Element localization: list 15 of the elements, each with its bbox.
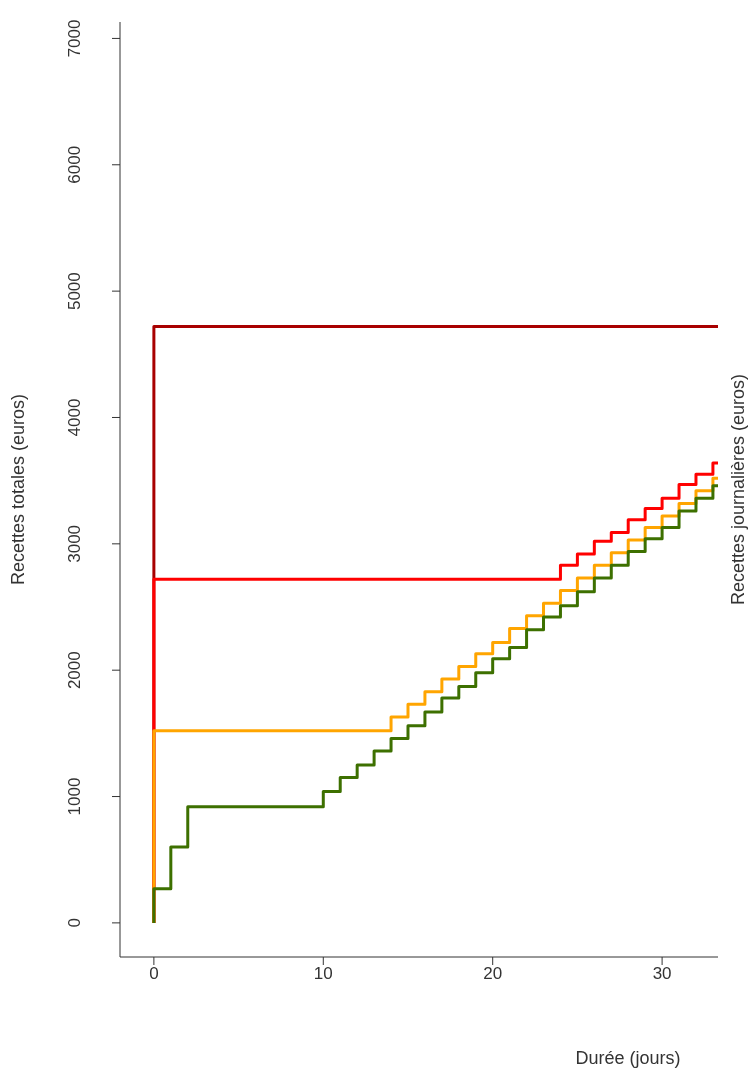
y-tick-label: 1000 [65, 777, 84, 816]
x-tick-label: 20 [483, 964, 503, 984]
y-tick-label: 2000 [65, 651, 84, 690]
y-tick-label: 5000 [65, 272, 84, 311]
y-tick-label: 0 [65, 918, 84, 928]
y-tick-label: 6000 [65, 145, 84, 184]
y-tick-label: 3000 [65, 524, 84, 563]
y-tick-label: 4000 [65, 398, 84, 437]
x-tick-label: 30 [652, 964, 672, 984]
y-axis-title: Recettes totales (euros) [8, 393, 28, 586]
x-axis-title: Durée (jours) [575, 1048, 681, 1068]
y-tick-label: 7000 [65, 19, 84, 58]
x-tick-label: 10 [313, 964, 333, 984]
y2-axis-title: Recettes journalières (euros) [728, 373, 748, 606]
x-tick-label: 0 [149, 964, 159, 984]
